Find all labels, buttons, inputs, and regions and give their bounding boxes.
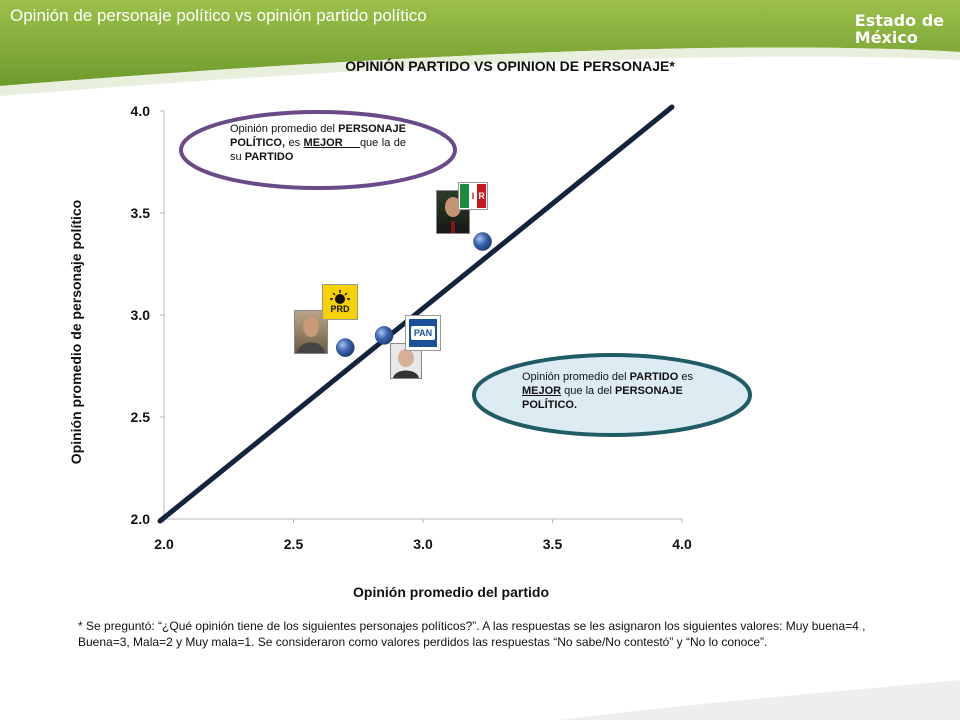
footnote: * Se preguntó: “¿Qué opinión tiene de lo… bbox=[78, 619, 866, 649]
callout-bottom-ellipse bbox=[472, 353, 752, 437]
x-tick-label: 3.0 bbox=[413, 536, 433, 552]
data-point bbox=[374, 326, 394, 345]
callout-bottom-text: Opinión promedio del PARTIDO es MEJOR qu… bbox=[522, 370, 712, 412]
callout-top-t5: que la de su bbox=[230, 137, 406, 163]
data-point bbox=[473, 232, 492, 251]
callout-bottom-t6: PERSONAJE POLÍTICO. bbox=[522, 385, 683, 411]
callout-bottom-t3: es bbox=[678, 371, 693, 383]
header-banner: Opinión de personaje político vs opinión… bbox=[0, 0, 960, 100]
callout-top-text: Opinión promedio del PERSONAJE POLÍTICO,… bbox=[230, 122, 406, 164]
x-tick-label: 2.0 bbox=[154, 536, 174, 552]
callout-top-t3: es bbox=[285, 137, 304, 149]
logo-line-2: México bbox=[854, 28, 918, 47]
callout-bottom-t5: que la del bbox=[561, 385, 615, 397]
x-tick-label: 2.5 bbox=[284, 536, 304, 552]
page-title: Opinión de personaje político vs opinión… bbox=[10, 6, 427, 25]
prd-party-logo: PRD bbox=[322, 284, 358, 320]
y-tick-label: 2.0 bbox=[131, 511, 151, 527]
prd-logo-text: PRD bbox=[330, 304, 350, 314]
pri-logo-r: R bbox=[478, 191, 485, 201]
y-tick-label: 2.5 bbox=[131, 409, 151, 425]
pri-party-logo: I R bbox=[458, 182, 488, 210]
x-axis-label: Opinión promedio del partido bbox=[353, 584, 549, 600]
estado-de-mexico-logo: Estado de México bbox=[855, 12, 944, 46]
callout-bottom-t4: MEJOR bbox=[522, 385, 562, 397]
callout-top-t6: PARTIDO bbox=[244, 151, 294, 163]
pan-party-logo: PAN bbox=[405, 315, 441, 351]
pan-logo-text: PAN bbox=[413, 328, 433, 338]
chart-title: OPINIÓN PARTIDO VS OPINION DE PERSONAJE* bbox=[345, 58, 675, 74]
y-axis-label: Opinión promedio de personaje político bbox=[68, 199, 84, 465]
reference-diagonal-line bbox=[157, 104, 675, 524]
callout-top-ellipse bbox=[179, 110, 457, 190]
callout-bottom-t2: PARTIDO bbox=[629, 371, 679, 383]
callout-top-t2: PERSONAJE POLÍTICO, bbox=[230, 123, 406, 149]
header-background bbox=[0, 0, 960, 96]
callout-top-t4: MEJOR bbox=[303, 137, 343, 149]
y-tick-label: 4.0 bbox=[131, 103, 151, 119]
callout-bottom-t1: Opinión promedio del bbox=[522, 371, 630, 383]
y-tick-label: 3.0 bbox=[131, 307, 151, 323]
callout-top-t1: Opinión promedio del bbox=[230, 123, 339, 135]
x-tick-label: 3.5 bbox=[543, 536, 563, 552]
y-tick-label: 3.5 bbox=[131, 205, 151, 221]
data-point bbox=[336, 338, 355, 357]
x-tick-label: 4.0 bbox=[672, 536, 692, 552]
pri-logo-i: I bbox=[471, 191, 475, 201]
sun-icon bbox=[330, 290, 350, 304]
logo-line-1: Estado de bbox=[854, 11, 944, 30]
